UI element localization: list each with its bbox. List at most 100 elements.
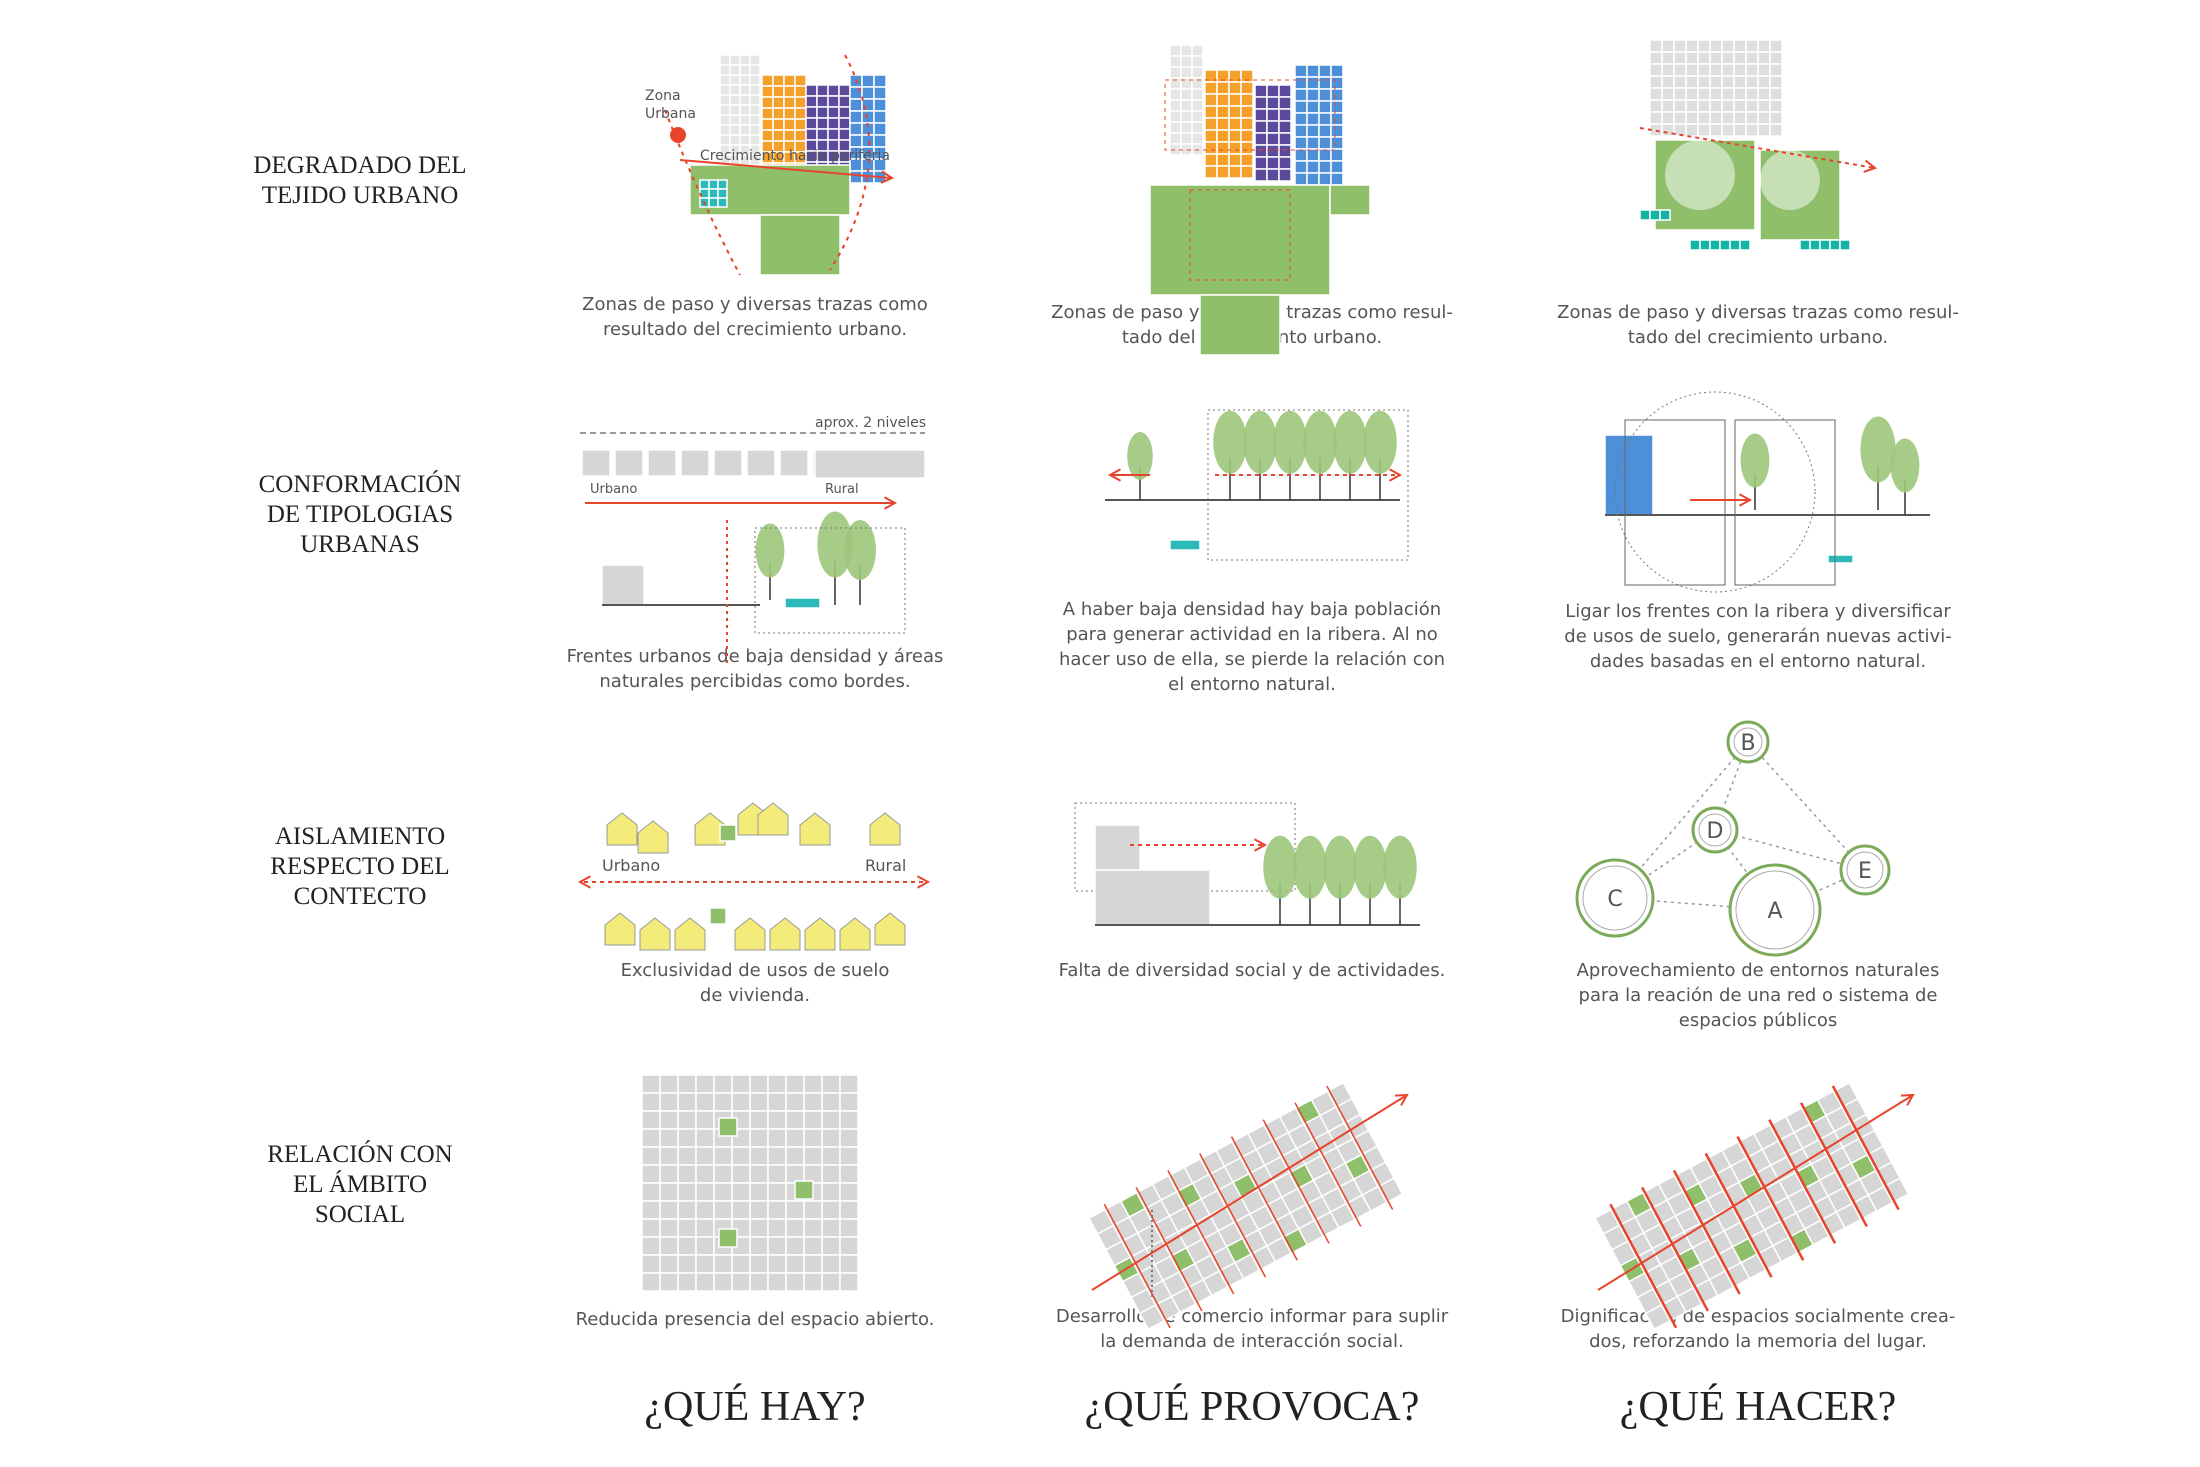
house: [694, 812, 726, 846]
grid-cell: [1191, 55, 1204, 68]
grid-cell: [803, 1128, 823, 1148]
grid-cell: [827, 84, 840, 97]
row-label: RELACIÓN CON: [267, 1140, 452, 1168]
grid-cell: [821, 1182, 841, 1202]
grid-cell: [761, 96, 774, 109]
arrow-head: [883, 496, 898, 510]
grid-cell: [729, 64, 741, 76]
grid-cell: [677, 1092, 697, 1112]
grid-cell: [749, 1128, 769, 1148]
grid-cell: [713, 1092, 733, 1112]
grid-cell: [695, 1182, 715, 1202]
grid-cell: [1757, 63, 1771, 77]
grid-cell: [1169, 99, 1182, 112]
grid-cell: [785, 1200, 805, 1220]
grid-cell: [1689, 239, 1701, 251]
block: [784, 597, 821, 609]
grid-cell: [1697, 63, 1711, 77]
node: [1575, 858, 1655, 938]
grid-cell: [772, 107, 785, 120]
grid-cell: [1829, 239, 1841, 251]
grid-cell: [1306, 64, 1320, 78]
grid-cell: [1216, 153, 1230, 167]
grid-cell: [1204, 117, 1218, 131]
grid-cell: [717, 197, 728, 208]
caption: resultado del crecimiento urbano.: [603, 319, 907, 340]
caption: Zonas de paso y diversas trazas como res…: [1557, 302, 1959, 323]
grid-cell: [717, 188, 728, 199]
grid-cell: [1318, 112, 1332, 126]
row-label: TEJIDO URBANO: [262, 182, 459, 209]
grid-cell: [695, 1164, 715, 1184]
grid-cell: [1721, 63, 1735, 77]
grid-cell: [803, 1272, 823, 1292]
rotated-grid: [1594, 1081, 1910, 1331]
grid-cell: [1757, 99, 1771, 113]
grid-cell: [1169, 66, 1182, 79]
house: [637, 820, 669, 854]
grid-cell: [1769, 111, 1783, 125]
grid-cell: [677, 1236, 697, 1256]
caption: Exclusividad de usos de suelo: [621, 960, 890, 981]
grid-cell: [761, 85, 774, 98]
grid-cell: [1228, 141, 1242, 155]
grid-cell: [1180, 55, 1193, 68]
grid-cell: [1709, 75, 1723, 89]
grid-cell: [1685, 51, 1699, 65]
grid-cell: [772, 74, 785, 87]
grid-cell: [827, 106, 840, 119]
grid-cell: [641, 1128, 661, 1148]
grid-cell: [1216, 93, 1230, 107]
line: [1641, 1186, 1709, 1312]
tree: [1383, 835, 1417, 899]
block: [1169, 539, 1201, 551]
grid-cell: [641, 1254, 661, 1274]
grid-cell: [767, 1092, 787, 1112]
grid-cell: [794, 129, 807, 142]
grid-cell: [731, 1164, 751, 1184]
grid-cell: [1216, 129, 1230, 143]
grid-cell: [659, 1128, 679, 1148]
line: [1230, 1136, 1298, 1261]
row-label: DE TIPOLOGIAS: [267, 501, 453, 528]
grid-cell: [1294, 172, 1308, 186]
grid-cell: [749, 1272, 769, 1292]
grid-cell: [861, 86, 875, 100]
grid-cell: [695, 1272, 715, 1292]
grid-cell: [1745, 99, 1759, 113]
grid-cell: [1216, 81, 1230, 95]
caption: la demanda de interacción social.: [1100, 1331, 1404, 1352]
grid-cell: [803, 1092, 823, 1112]
grid-cell: [1685, 123, 1699, 137]
grid-cell: [1733, 51, 1747, 65]
grid-cell: [713, 1146, 733, 1166]
grid-cell: [1266, 168, 1280, 182]
grid-cell: [749, 1092, 769, 1112]
grid-cell: [1191, 66, 1204, 79]
grid-cell: [1306, 160, 1320, 174]
node-inner: [1733, 727, 1763, 757]
grid-cell: [1266, 84, 1280, 98]
grid-cell: [659, 1164, 679, 1184]
grid-cell: [749, 1074, 769, 1094]
row-label: SOCIAL: [315, 1201, 405, 1228]
grid-cell: [1278, 84, 1292, 98]
grid-cell: [1169, 88, 1182, 101]
circle: [1760, 150, 1820, 210]
frame: [1189, 189, 1291, 281]
grid-cell: [1649, 111, 1663, 125]
tree: [1353, 835, 1387, 899]
grid-cell: [713, 1254, 733, 1274]
line: [1747, 741, 1866, 871]
grid-cell: [677, 1074, 697, 1094]
diagram-label: Zona: [645, 88, 681, 104]
grid-cell: [1699, 239, 1711, 251]
grid-cell: [708, 188, 719, 199]
grid-cell: [1204, 153, 1218, 167]
grid-cell: [1661, 39, 1675, 53]
grid-cell: [713, 1164, 733, 1184]
grid-cell: [659, 1092, 679, 1112]
block: [718, 1228, 738, 1248]
grid-cell: [695, 1128, 715, 1148]
grid-cell: [873, 74, 887, 88]
